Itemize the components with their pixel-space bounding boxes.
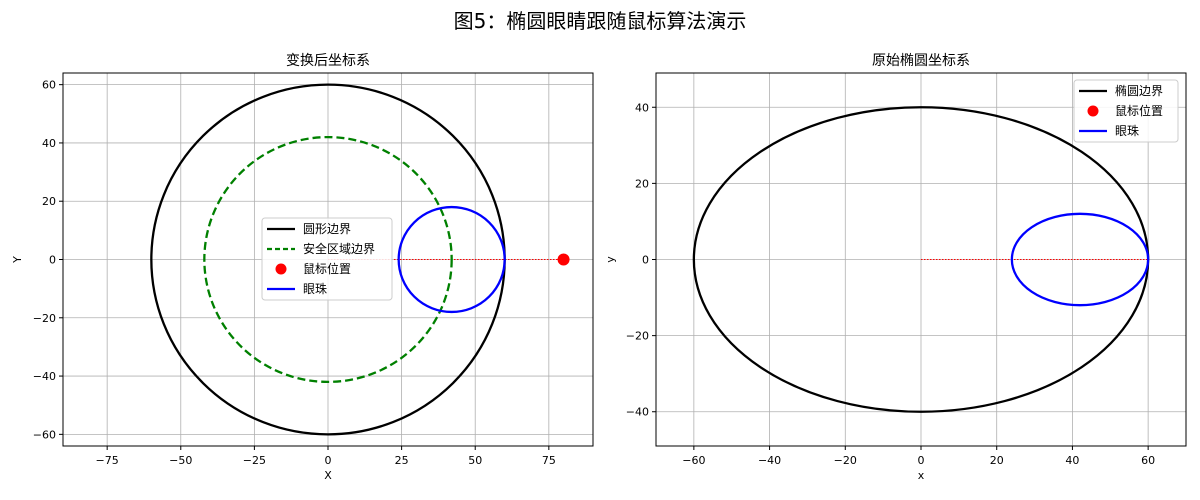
plot-area: [150, 83, 570, 436]
x-tick-label: 20: [990, 454, 1004, 467]
y-tick-label: −40: [33, 370, 56, 383]
y-tick-label: 40: [635, 101, 649, 114]
chart-title: 原始椭圆坐标系: [872, 53, 970, 69]
y-tick-label: 40: [42, 137, 56, 150]
series-ellipse: [397, 205, 506, 314]
x-tick-label: −25: [243, 454, 266, 467]
y-tick-label: −20: [626, 330, 649, 343]
x-tick-label: 60: [1141, 454, 1155, 467]
legend-box: [1073, 79, 1179, 143]
x-tick-label: 25: [395, 454, 409, 467]
mouse-point: [557, 253, 570, 266]
x-tick-label: −40: [758, 454, 781, 467]
legend-label: 眼珠: [1115, 124, 1139, 138]
legend-label: 圆形边界: [303, 222, 351, 236]
y-tick-label: 0: [642, 254, 649, 267]
plot-area: [692, 106, 1150, 413]
legend-label: 椭圆边界: [1115, 83, 1163, 98]
x-tick-label: 40: [1065, 454, 1079, 467]
legend-label: 鼠标位置: [303, 261, 351, 276]
x-tick-label: −20: [834, 454, 857, 467]
x-tick-label: 0: [325, 454, 332, 467]
legend-box: [261, 217, 393, 301]
y-tick-label: −40: [626, 406, 649, 419]
figure-title: 图5：椭圆眼睛跟随鼠标算法演示: [454, 9, 747, 33]
series-ellipse: [203, 135, 453, 384]
legend-label: 安全区域边界: [303, 241, 375, 256]
y-axis-label: y: [604, 256, 617, 263]
y-tick-label: 0: [49, 254, 56, 267]
y-axis-label: Y: [11, 256, 24, 264]
x-tick-label: 0: [918, 454, 925, 467]
legend-marker: [275, 263, 287, 275]
y-tick-label: 20: [42, 195, 56, 208]
left-chart: 变换后坐标系 X Y −75 −50 −25 0 25 50 75 −60 −40 −20 0 20 4…: [11, 52, 594, 482]
y-tick-label: −20: [33, 312, 56, 325]
x-tick-label: −60: [682, 454, 705, 467]
legend-label: 眼珠: [303, 282, 327, 296]
x-tick-label: −50: [169, 454, 192, 467]
y-tick-label: −60: [33, 428, 56, 441]
x-tick-label: −75: [96, 454, 119, 467]
x-axis-label: x: [918, 469, 925, 482]
x-tick-label: 75: [542, 454, 556, 467]
legend-marker: [1087, 105, 1099, 117]
y-tick-label: 20: [635, 177, 649, 190]
chart-title: 变换后坐标系: [286, 52, 370, 69]
legend-label: 鼠标位置: [1115, 103, 1163, 118]
right-chart: 原始椭圆坐标系 x y −60 −40 −20 0 20 40 60 −40 −20 0 20 40 椭…: [604, 53, 1187, 482]
series-ellipse: [1010, 212, 1150, 307]
x-tick-label: 50: [468, 454, 482, 467]
x-axis-label: X: [324, 469, 332, 482]
y-tick-label: 60: [42, 79, 56, 92]
